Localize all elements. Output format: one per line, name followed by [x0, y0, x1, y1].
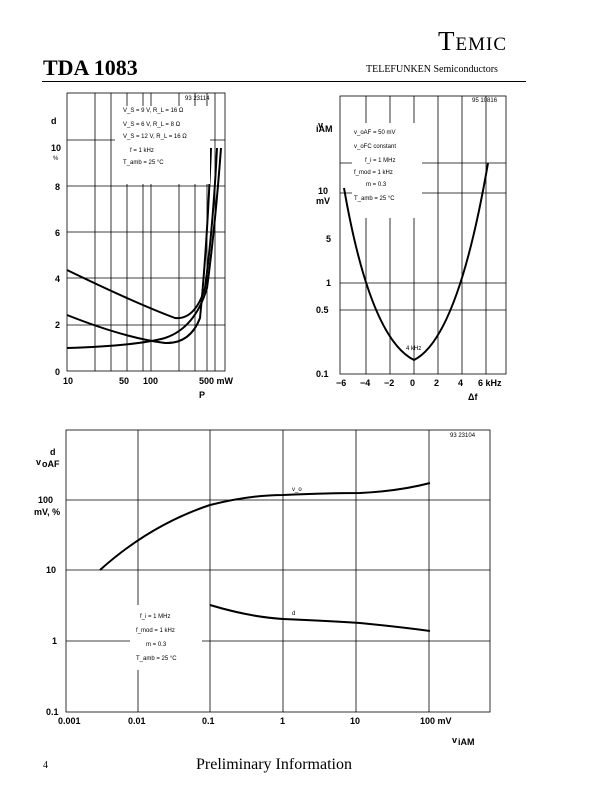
svg-text:8: 8 [55, 182, 60, 192]
svg-text:Δf: Δf [468, 392, 478, 402]
svg-text:100 mV: 100 mV [420, 716, 452, 726]
svg-text:100: 100 [143, 376, 158, 386]
svg-text:2: 2 [434, 378, 439, 388]
svg-text:d: d [51, 116, 57, 126]
svg-text:m = 0.3: m = 0.3 [146, 642, 167, 648]
svg-text:0.01: 0.01 [128, 716, 146, 726]
company-subtitle: TELEFUNKEN Semiconductors [366, 64, 498, 75]
svg-text:v: v [318, 120, 323, 130]
svg-text:0.1: 0.1 [46, 707, 59, 717]
svg-text:10: 10 [51, 143, 61, 153]
svg-text:P: P [199, 390, 205, 400]
svg-text:93 23104: 93 23104 [450, 433, 476, 439]
svg-text:0.1: 0.1 [316, 369, 329, 379]
svg-text:v_oAF = 50 mV: v_oAF = 50 mV [354, 130, 396, 136]
svg-text:500 mW: 500 mW [199, 376, 234, 386]
svg-text:10: 10 [318, 186, 328, 196]
svg-text:4: 4 [55, 274, 60, 284]
svg-text:100: 100 [38, 495, 53, 505]
company-logo: Temic [438, 26, 507, 56]
svg-text:%: % [53, 156, 59, 162]
svg-text:10: 10 [63, 376, 73, 386]
svg-text:10: 10 [46, 565, 56, 575]
svg-text:v_oFC constant: v_oFC constant [354, 144, 396, 150]
svg-text:T_amb = 25 °C: T_amb = 25 °C [123, 160, 164, 166]
svg-text:10: 10 [350, 716, 360, 726]
svg-text:50: 50 [119, 376, 129, 386]
svg-text:d: d [50, 447, 56, 457]
svg-text:mV, %: mV, % [34, 507, 60, 517]
svg-text:f_mod = 1 kHz: f_mod = 1 kHz [354, 170, 393, 176]
page-number: 4 [43, 760, 48, 771]
svg-text:4: 4 [458, 378, 463, 388]
svg-text:V_S = 12 V, R_L = 16 Ω: V_S = 12 V, R_L = 16 Ω [123, 134, 187, 140]
svg-text:0.001: 0.001 [58, 716, 81, 726]
chart-viam-vs-deltaf: v_oAF = 50 mV v_oFC constant f_i = 1 MHz… [316, 95, 507, 402]
svg-text:v_o: v_o [292, 487, 302, 493]
svg-text:6: 6 [55, 228, 60, 238]
svg-text:1: 1 [280, 716, 285, 726]
svg-text:95 10816: 95 10816 [472, 98, 498, 104]
svg-text:2: 2 [55, 320, 60, 330]
svg-text:f_i = 1 MHz: f_i = 1 MHz [140, 614, 171, 620]
svg-text:T_amb = 25 °C: T_amb = 25 °C [354, 196, 395, 202]
svg-text:oAF: oAF [42, 459, 60, 469]
svg-text:m = 0.3: m = 0.3 [366, 182, 387, 188]
svg-text:93 23114: 93 23114 [185, 96, 210, 102]
svg-text:−4: −4 [360, 378, 370, 388]
chart-voaf-and-d-vs-viam: f_i = 1 MHz f_mod = 1 kHz m = 0.3 T_amb … [34, 429, 491, 747]
svg-text:v: v [36, 457, 41, 467]
svg-text:0: 0 [55, 367, 60, 377]
svg-text:V_S = 6 V, R_L = 8 Ω: V_S = 6 V, R_L = 8 Ω [123, 122, 181, 128]
svg-text:v: v [452, 735, 457, 745]
svg-text:1: 1 [52, 636, 57, 646]
svg-text:iAM: iAM [316, 124, 333, 134]
part-number: TDA 1083 [43, 55, 138, 80]
svg-text:0.1: 0.1 [202, 716, 215, 726]
svg-text:V_S = 9 V, R_L = 16 Ω: V_S = 9 V, R_L = 16 Ω [123, 108, 184, 114]
svg-text:f_i = 1 MHz: f_i = 1 MHz [365, 158, 396, 164]
svg-text:iAM: iAM [458, 737, 475, 747]
svg-text:−2: −2 [384, 378, 394, 388]
svg-text:−6: −6 [336, 378, 346, 388]
svg-text:0.5: 0.5 [316, 305, 329, 315]
svg-text:T_amb = 25 °C: T_amb = 25 °C [136, 656, 177, 662]
svg-text:5: 5 [326, 234, 331, 244]
svg-text:6 kHz: 6 kHz [478, 378, 502, 388]
svg-text:f_mod = 1 kHz: f_mod = 1 kHz [136, 628, 175, 634]
svg-text:mV: mV [316, 196, 330, 206]
svg-text:d: d [292, 611, 295, 617]
svg-text:0: 0 [410, 378, 415, 388]
footer-note: Preliminary Information [196, 756, 352, 773]
svg-text:4 kHz: 4 kHz [406, 346, 421, 352]
header-divider [42, 81, 526, 82]
svg-text:f = 1 kHz: f = 1 kHz [130, 148, 154, 154]
svg-text:1: 1 [326, 278, 331, 288]
chart-distortion-vs-power: V_S = 9 V, R_L = 16 Ω V_S = 6 V, R_L = 8… [51, 92, 234, 400]
